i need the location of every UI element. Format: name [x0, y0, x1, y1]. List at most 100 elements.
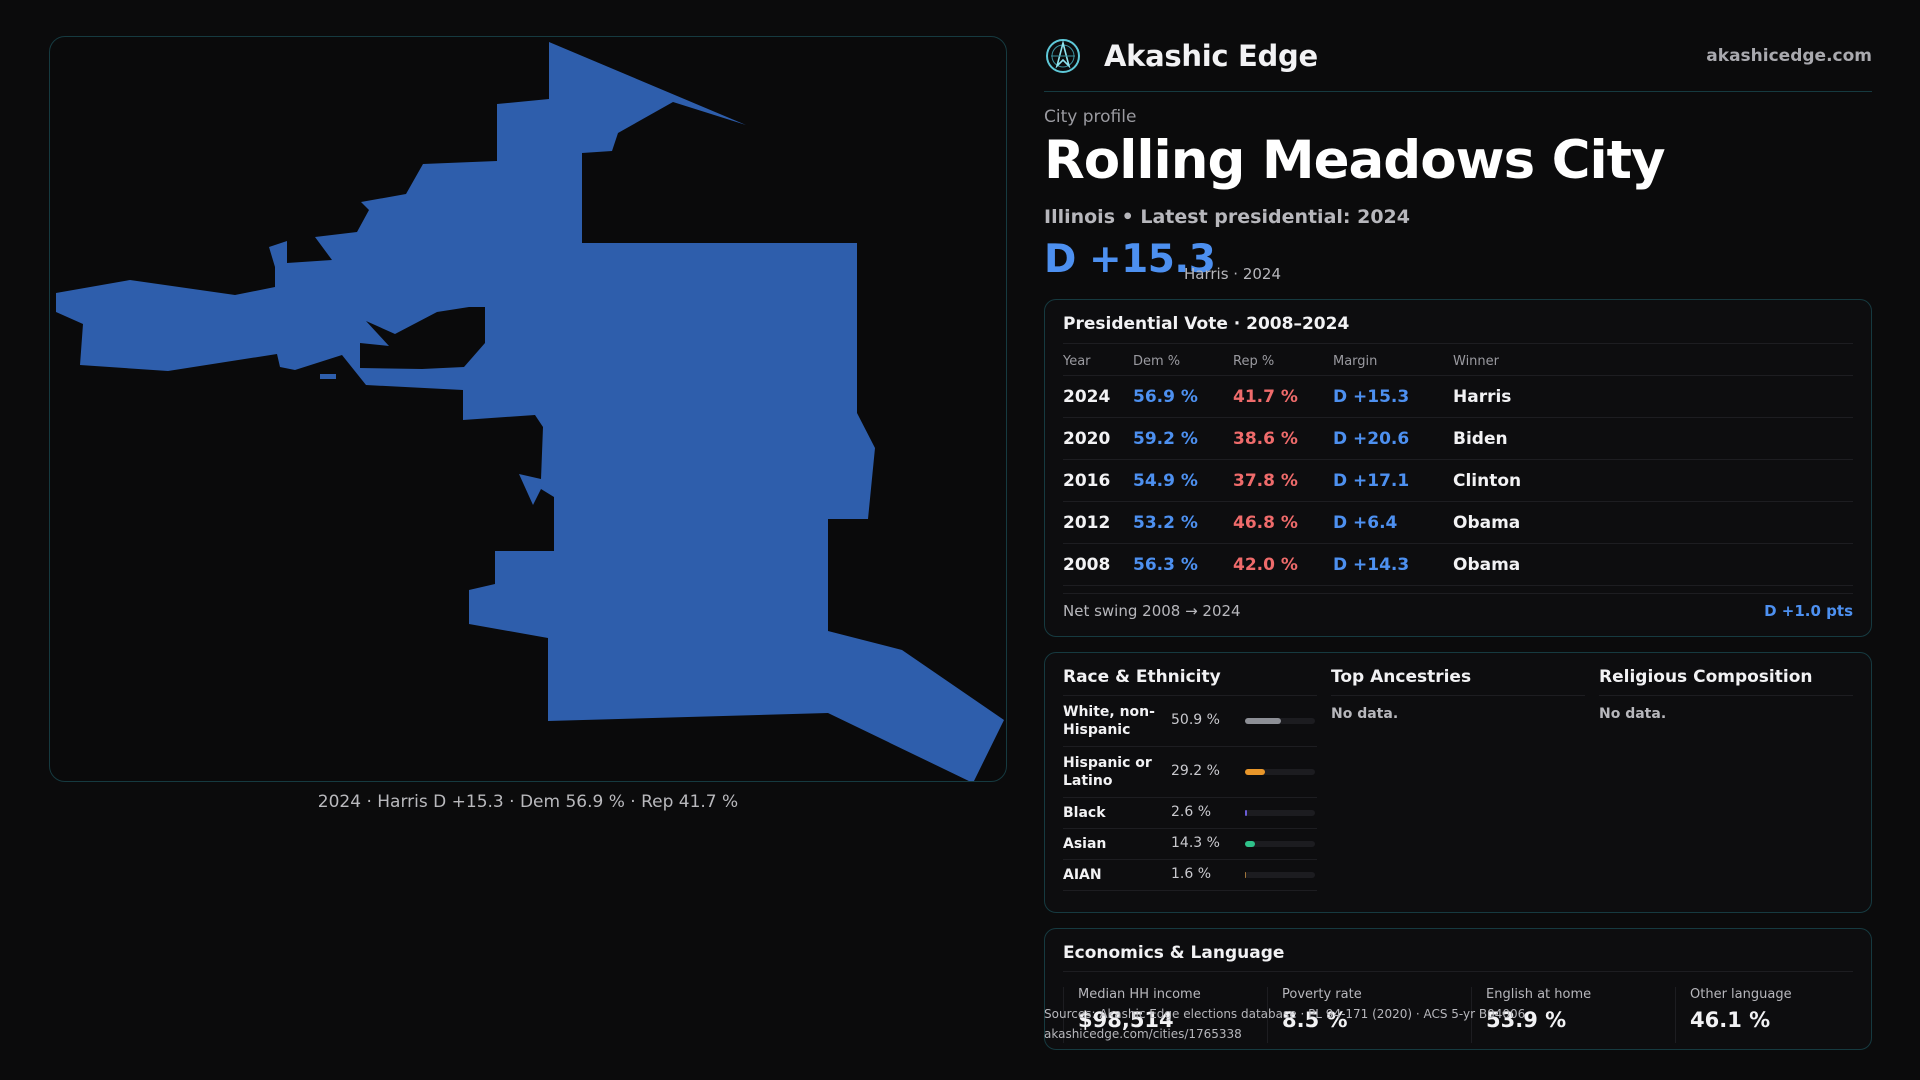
- winner-cell: Biden: [1453, 429, 1508, 449]
- economics-language-card: Economics & Language Median HH income $9…: [1044, 928, 1872, 1050]
- rep-cell: 42.0 %: [1233, 555, 1298, 575]
- race-percent: 1.6 %: [1171, 866, 1212, 882]
- presidential-vote-card: Presidential Vote · 2008–2024 Year Dem %…: [1044, 299, 1872, 637]
- rep-cell: 41.7 %: [1233, 387, 1298, 407]
- stat-value: 46.1 %: [1690, 1008, 1771, 1032]
- brand-header: Akashic Edge akashicedge.com: [1044, 36, 1872, 92]
- stat-poverty-rate: Poverty rate 8.5 %: [1267, 987, 1457, 1043]
- page-kicker: City profile: [1044, 107, 1137, 127]
- demographics-card: Race & Ethnicity White, non-Hispanic 50.…: [1044, 652, 1872, 913]
- header-rep: Rep %: [1233, 354, 1275, 369]
- stat-label: English at home: [1486, 987, 1592, 1002]
- table-row: 2016 54.9 % 37.8 % D +17.1 Clinton: [1063, 460, 1853, 502]
- race-row: White, non-Hispanic 50.9 %: [1063, 696, 1317, 747]
- dem-cell: 54.9 %: [1133, 471, 1198, 491]
- map-svg: [56, 42, 1004, 782]
- race-row: AIAN 1.6 %: [1063, 860, 1317, 891]
- race-bar-fill: [1245, 718, 1281, 724]
- margin-cell: D +17.1: [1333, 471, 1410, 491]
- year-cell: 2020: [1063, 429, 1111, 449]
- city-profile-panel: Akashic Edge akashicedge.com City profil…: [1044, 0, 1872, 1080]
- header-winner: Winner: [1453, 354, 1500, 369]
- header-margin: Margin: [1333, 354, 1378, 369]
- race-ethnicity-section: Race & Ethnicity White, non-Hispanic 50.…: [1063, 667, 1317, 891]
- table-row: 2008 56.3 % 42.0 % D +14.3 Obama: [1063, 544, 1853, 586]
- city-boundary-shape[interactable]: [56, 42, 1004, 782]
- stat-label: Median HH income: [1078, 987, 1201, 1002]
- divider: [1063, 343, 1853, 344]
- top-ancestries-section: Top Ancestries No data.: [1331, 667, 1585, 722]
- race-bar-fill: [1245, 841, 1255, 847]
- stat-label: Other language: [1690, 987, 1792, 1002]
- source-footnote: Sources: Akashic Edge elections database…: [1044, 1004, 1525, 1044]
- economics-language-title: Economics & Language: [1063, 943, 1285, 963]
- race-bar-track: [1245, 872, 1315, 878]
- map-boundary-fragment: [320, 374, 336, 379]
- source-permalink[interactable]: akashicedge.com/cities/1765338: [1044, 1027, 1242, 1041]
- religious-composition-section: Religious Composition No data.: [1599, 667, 1853, 722]
- race-percent: 2.6 %: [1171, 804, 1212, 820]
- compass-logo-icon[interactable]: [1045, 38, 1081, 74]
- race-bar-fill: [1245, 872, 1247, 878]
- headline-margin: D +15.3: [1044, 237, 1216, 282]
- race-label: Black: [1063, 805, 1106, 821]
- race-percent: 29.2 %: [1171, 763, 1220, 779]
- stat-value: $98,514: [1078, 1008, 1174, 1032]
- rep-cell: 38.6 %: [1233, 429, 1298, 449]
- year-cell: 2024: [1063, 387, 1111, 407]
- race-label: Hispanic or Latino: [1063, 755, 1152, 789]
- presidential-vote-table: Year Dem % Rep % Margin Winner 2024 56.9…: [1063, 348, 1853, 586]
- divider: [1063, 593, 1853, 594]
- net-swing-label: Net swing 2008 → 2024: [1063, 602, 1241, 620]
- top-ancestries-title: Top Ancestries: [1331, 667, 1585, 696]
- race-row: Black 2.6 %: [1063, 798, 1317, 829]
- dem-cell: 56.9 %: [1133, 387, 1198, 407]
- race-percent: 50.9 %: [1171, 712, 1220, 728]
- brand-name[interactable]: Akashic Edge: [1104, 39, 1318, 73]
- map-caption: 2024 · Harris D +15.3 · Dem 56.9 % · Rep…: [317, 792, 739, 812]
- dem-cell: 59.2 %: [1133, 429, 1198, 449]
- year-cell: 2012: [1063, 513, 1111, 533]
- rep-cell: 37.8 %: [1233, 471, 1298, 491]
- winner-cell: Harris: [1453, 387, 1512, 407]
- race-bar-fill: [1245, 810, 1247, 816]
- winner-cell: Obama: [1453, 513, 1521, 533]
- race-row: Hispanic or Latino 29.2 %: [1063, 747, 1317, 798]
- stat-value: 8.5 %: [1282, 1008, 1348, 1032]
- city-boundary-map[interactable]: [49, 36, 1007, 782]
- race-row: Asian 14.3 %: [1063, 829, 1317, 860]
- state-and-election-subtitle: Illinois • Latest presidential: 2024: [1044, 206, 1411, 228]
- stat-value: 53.9 %: [1486, 1008, 1567, 1032]
- year-cell: 2016: [1063, 471, 1111, 491]
- stat-english-at-home: English at home 53.9 %: [1471, 987, 1661, 1043]
- brand-url-link[interactable]: akashicedge.com: [1706, 46, 1872, 66]
- source-citation: Sources: Akashic Edge elections database…: [1044, 1007, 1526, 1021]
- margin-cell: D +6.4: [1333, 513, 1398, 533]
- divider: [1063, 971, 1853, 972]
- presidential-vote-title: Presidential Vote · 2008–2024: [1063, 314, 1350, 334]
- margin-cell: D +20.6: [1333, 429, 1410, 449]
- race-ethnicity-title: Race & Ethnicity: [1063, 667, 1317, 696]
- page-title: Rolling Meadows City: [1044, 130, 1666, 191]
- winner-cell: Obama: [1453, 555, 1521, 575]
- margin-cell: D +14.3: [1333, 555, 1410, 575]
- net-swing-value: D +1.0 pts: [1764, 602, 1853, 620]
- year-cell: 2008: [1063, 555, 1111, 575]
- religious-composition-title: Religious Composition: [1599, 667, 1853, 696]
- winner-cell: Clinton: [1453, 471, 1522, 491]
- margin-cell: D +15.3: [1333, 387, 1410, 407]
- stat-other-language: Other language 46.1 %: [1675, 987, 1865, 1043]
- headline-winner-note: Harris · 2024: [1184, 265, 1282, 283]
- header-year: Year: [1063, 354, 1091, 369]
- race-bar-track: [1245, 718, 1315, 724]
- race-label: Asian: [1063, 836, 1107, 852]
- table-row: 2012 53.2 % 46.8 % D +6.4 Obama: [1063, 502, 1853, 544]
- race-percent: 14.3 %: [1171, 835, 1220, 851]
- religion-empty-text: No data.: [1599, 706, 1667, 722]
- table-row: 2024 56.9 % 41.7 % D +15.3 Harris: [1063, 376, 1853, 418]
- race-bar-track: [1245, 810, 1315, 816]
- table-row: 2020 59.2 % 38.6 % D +20.6 Biden: [1063, 418, 1853, 460]
- stat-label: Poverty rate: [1282, 987, 1362, 1002]
- race-label: White, non-Hispanic: [1063, 704, 1155, 738]
- stat-median-income: Median HH income $98,514: [1063, 987, 1253, 1043]
